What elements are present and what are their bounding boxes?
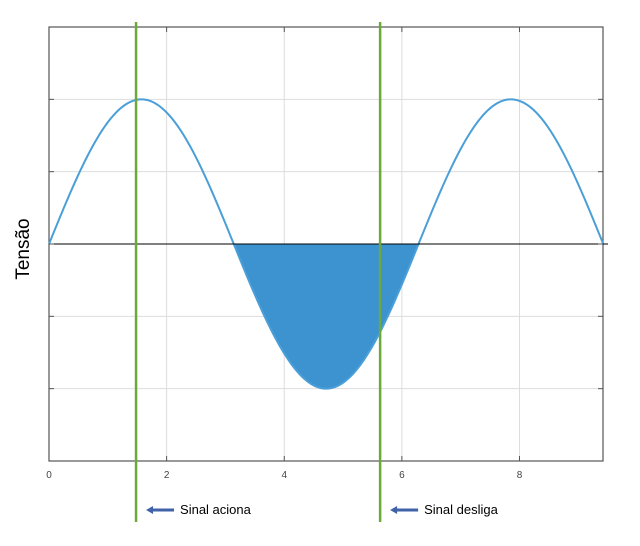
annotation-arrow-head	[146, 506, 154, 514]
x-tick-label: 6	[399, 470, 405, 481]
negative-area-fill	[233, 244, 419, 389]
axis-ticks: 0 2 4 6 8	[46, 26, 603, 481]
marker-annotation: Sinal aciona	[180, 502, 252, 517]
marker-annotation: Sinal desliga	[424, 502, 498, 517]
y-axis-label: Tensão	[13, 218, 34, 279]
sine-curve	[48, 98, 604, 390]
annotation-arrow-head	[390, 506, 398, 514]
x-tick-label: 8	[517, 470, 523, 481]
x-tick-label: 2	[164, 470, 170, 481]
x-tick-label: 4	[281, 470, 287, 481]
vertical-markers: Sinal aciona Sinal desliga	[134, 22, 499, 522]
x-tick-label: 0	[46, 470, 52, 481]
